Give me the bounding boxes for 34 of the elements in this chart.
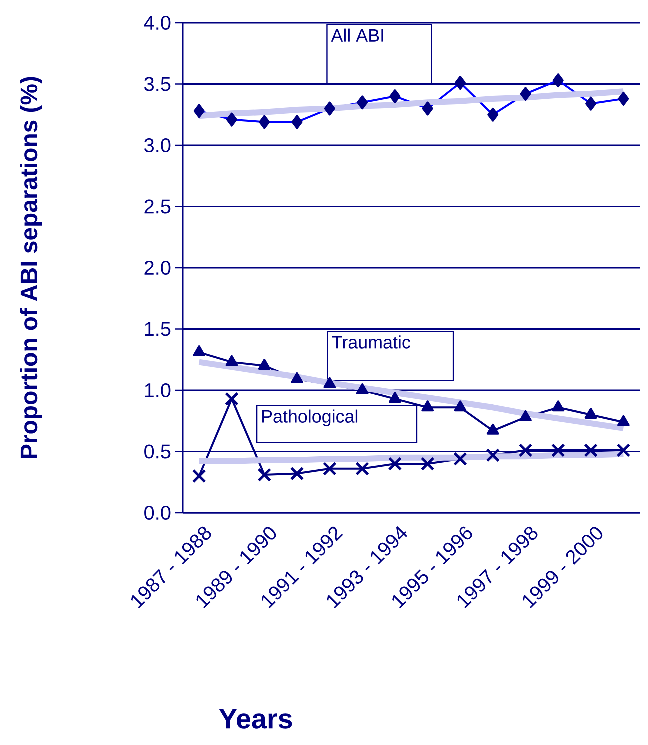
point <box>356 383 369 394</box>
point <box>486 424 500 435</box>
point <box>226 355 238 366</box>
y-tick-label: 3.5 <box>144 77 171 92</box>
point <box>520 410 532 422</box>
y-tick-label: 1.0 <box>145 383 171 398</box>
series-label: Pathological <box>262 410 358 427</box>
x-axis-title: Years <box>219 709 292 729</box>
point <box>193 346 206 357</box>
y-tick-label: 3.0 <box>144 138 171 153</box>
point <box>258 358 271 370</box>
point <box>324 377 336 388</box>
point <box>422 400 434 412</box>
y-tick-label: 1.5 <box>145 322 171 336</box>
point <box>519 444 532 458</box>
point <box>486 448 500 462</box>
point <box>291 372 304 384</box>
series-label: Traumatic <box>332 336 410 349</box>
point <box>617 415 630 426</box>
point <box>584 408 598 419</box>
point <box>421 457 434 471</box>
point <box>617 444 630 458</box>
point <box>388 457 402 471</box>
point <box>388 392 402 404</box>
point <box>552 400 565 412</box>
y-tick-label: 2.5 <box>144 200 171 214</box>
y-tick-label: 4.0 <box>144 16 171 30</box>
y-tick-label: 2.0 <box>144 260 171 276</box>
point <box>454 400 467 412</box>
text: All ABI <box>331 28 384 42</box>
y-tick-label: 0.5 <box>144 444 171 459</box>
y-axis-title: Proportion of ABI separations (%) <box>20 77 42 458</box>
point <box>323 462 336 476</box>
y-tick-label: 0.0 <box>144 506 171 520</box>
